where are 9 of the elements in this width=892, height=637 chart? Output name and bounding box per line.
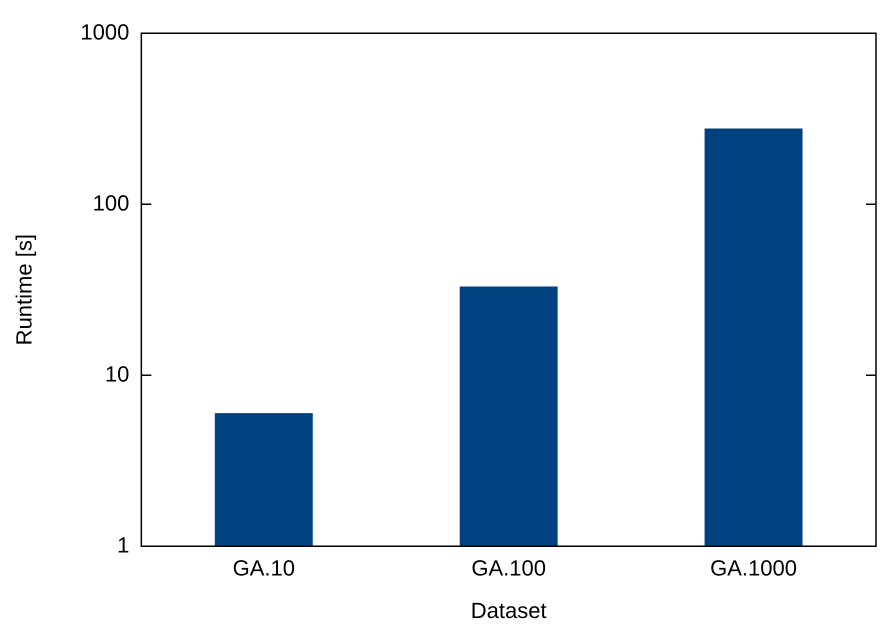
x-axis-title: Dataset bbox=[470, 598, 547, 623]
y-tick-label: 100 bbox=[92, 190, 130, 216]
x-tick-label: GA.1000 bbox=[710, 555, 797, 580]
y-tick-label: 10 bbox=[104, 361, 130, 386]
y-tick-label: 1 bbox=[117, 532, 130, 558]
y-tick-label: 1000 bbox=[80, 19, 130, 44]
y-axis-title: Runtime [s] bbox=[11, 234, 36, 346]
x-tick-label: GA.100 bbox=[471, 555, 546, 580]
x-tick-label: GA.10 bbox=[232, 555, 295, 580]
